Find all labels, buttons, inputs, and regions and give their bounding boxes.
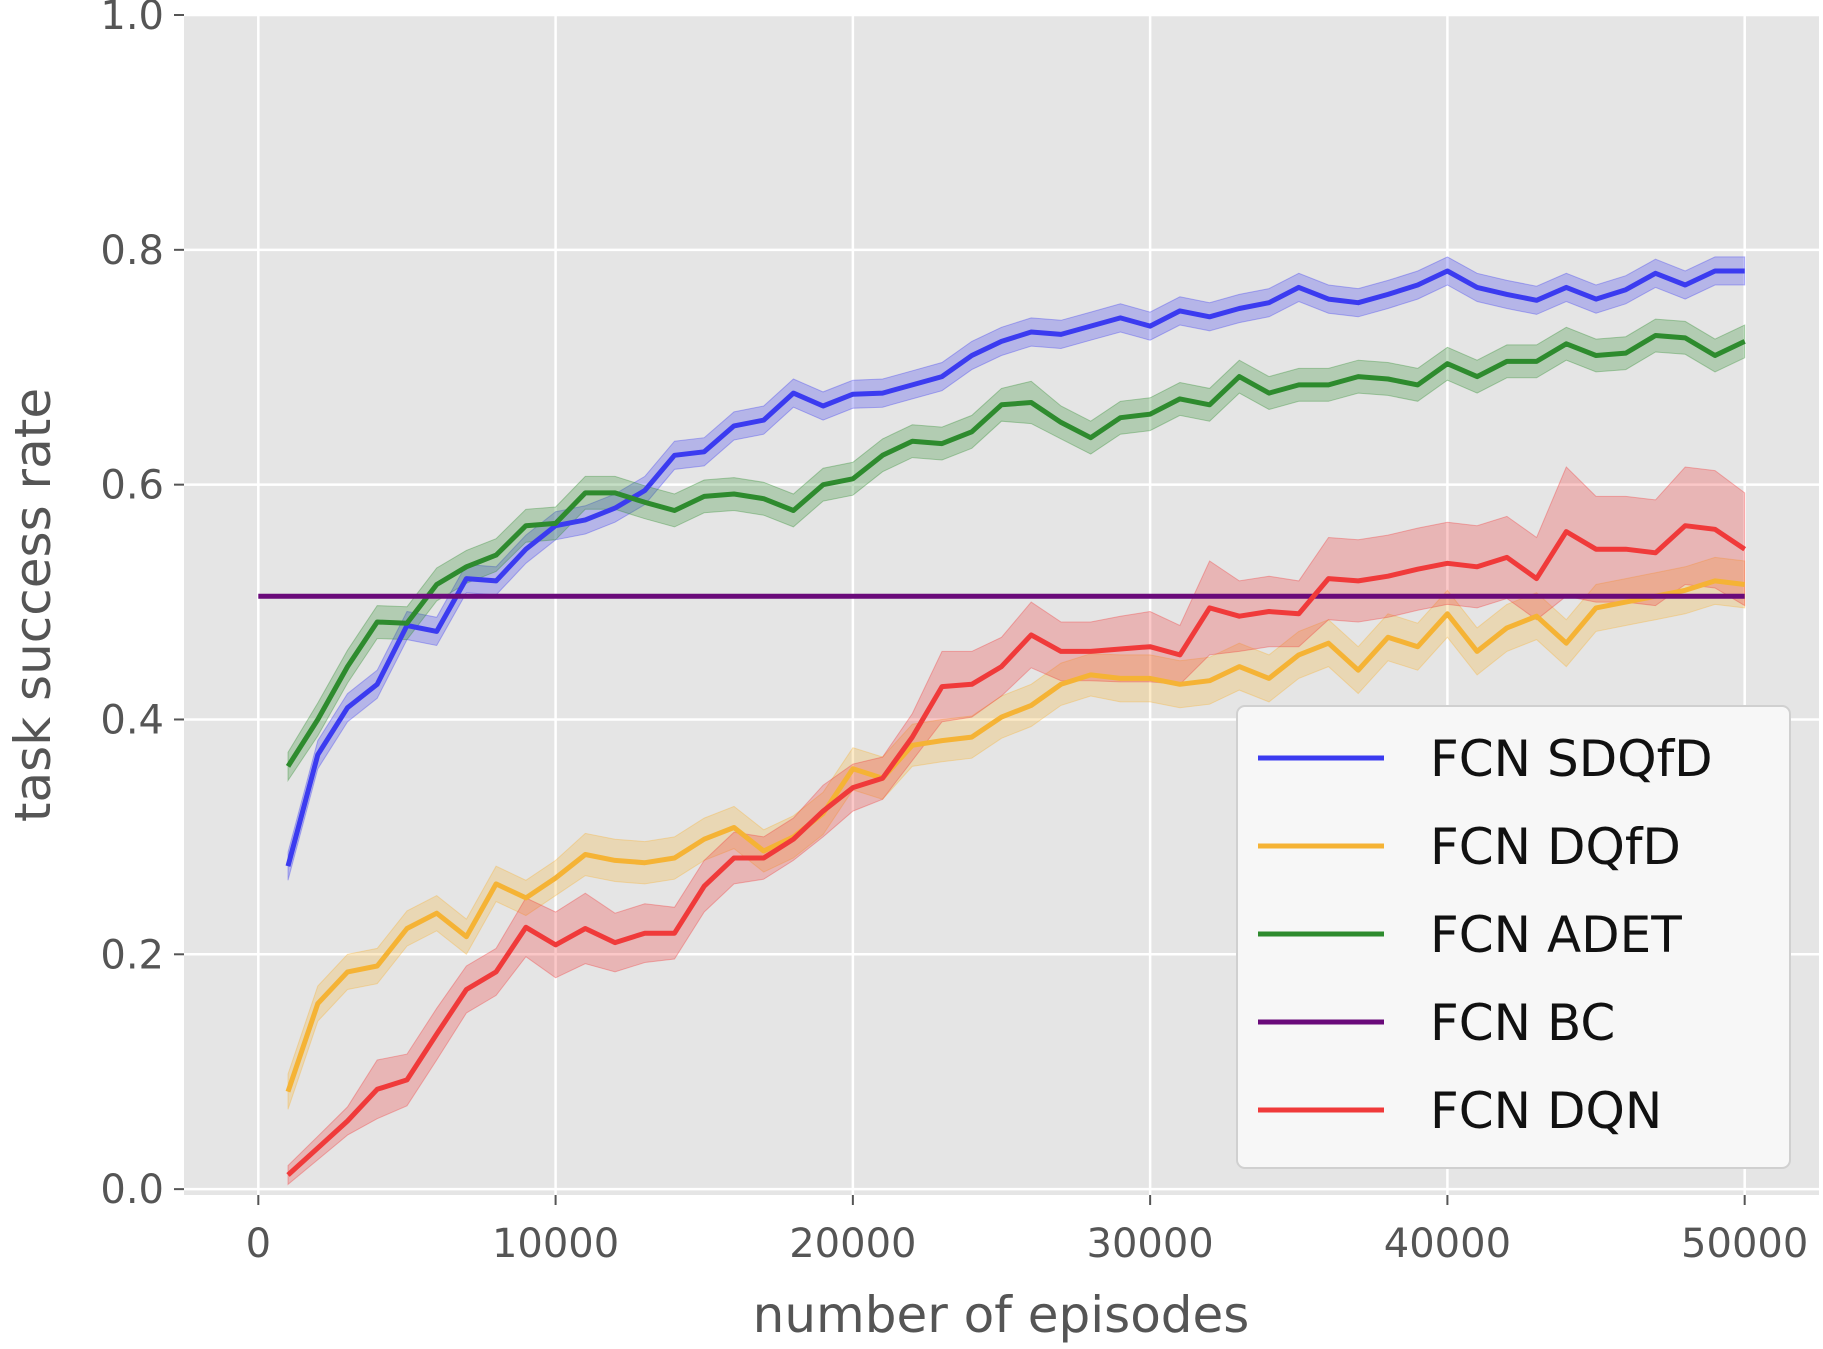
x-tick-label: 50000	[1681, 1221, 1808, 1267]
series-line-fcn-dqn	[286, 523, 1747, 1177]
series-line-fcn-sdqfd	[285, 268, 1745, 867]
x-tick-label: 10000	[492, 1221, 619, 1267]
band-fcn-dqfd	[287, 556, 1746, 1110]
x-tick-label: 20000	[789, 1221, 916, 1267]
confidence-bands	[287, 256, 1746, 1186]
band-fcn-sdqfd	[287, 256, 1746, 881]
y-tick-label: 0.6	[100, 463, 164, 509]
legend-label-fcn-dqfd: FCN DQfD	[1430, 818, 1681, 876]
x-tick-label: 0	[246, 1221, 271, 1267]
y-axis-label: task success rate	[4, 388, 62, 822]
y-tick-label: 0.0	[100, 1167, 164, 1213]
legend: FCN SDQfD FCN DQfD FCN ADET FCN BC FCN DQN	[1236, 705, 1791, 1169]
legend-box	[1236, 705, 1791, 1169]
legend-label-fcn-sdqfd: FCN SDQfD	[1430, 730, 1713, 788]
y-tick-label: 0.8	[100, 228, 164, 274]
x-tick-label: 30000	[1087, 1221, 1214, 1267]
x-tick-label: 40000	[1384, 1221, 1511, 1267]
legend-label-fcn-bc: FCN BC	[1430, 994, 1615, 1052]
band-fcn-adet	[287, 318, 1746, 783]
band-fcn-dqn	[287, 466, 1746, 1186]
x-axis-label: number of episodes	[753, 1286, 1250, 1344]
x-axis-ticks: 0 10000 20000 30000 40000 50000	[246, 1195, 1808, 1267]
grid-lines	[184, 13, 1819, 1195]
y-tick-label: 0.2	[100, 932, 164, 978]
y-axis-ticks: 0.0 0.2 0.4 0.6 0.8 1.0	[100, 0, 184, 1213]
series-line-fcn-dqfd	[285, 578, 1746, 1093]
y-tick-label: 0.4	[100, 697, 164, 743]
legend-label-fcn-dqn: FCN DQN	[1430, 1082, 1662, 1140]
y-tick-label: 1.0	[100, 0, 164, 39]
series-line-fcn-adet	[285, 333, 1746, 768]
legend-label-fcn-adet: FCN ADET	[1430, 906, 1682, 964]
series-lines	[258, 268, 1747, 1177]
